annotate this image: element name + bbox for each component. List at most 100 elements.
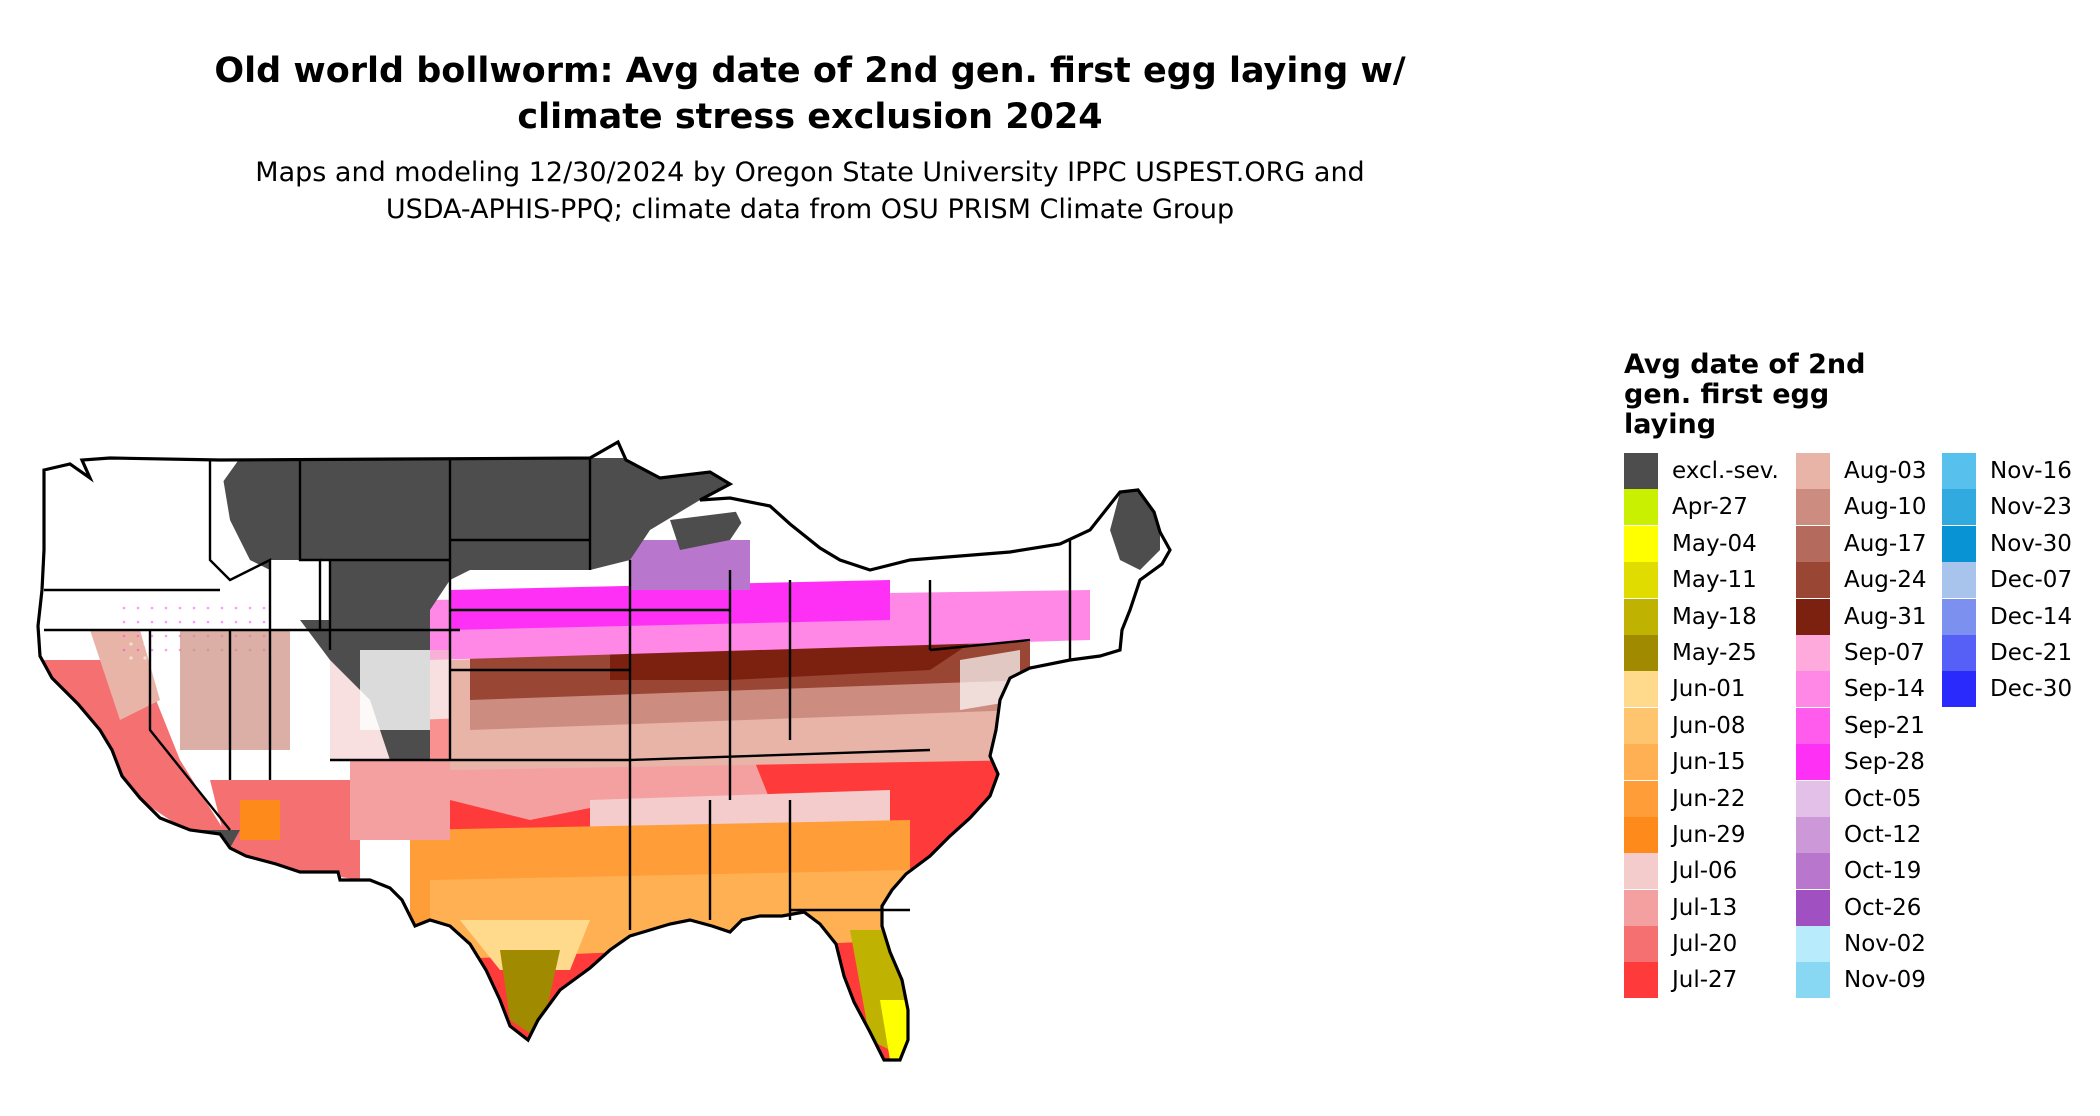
legend-label: Jul-20	[1672, 931, 1738, 958]
us-map	[30, 250, 1590, 1110]
legend-swatch	[1624, 962, 1658, 999]
band-utah-colorado	[180, 630, 290, 750]
legend-label: Aug-31	[1844, 603, 1927, 630]
legend-label: Nov-30	[1990, 530, 2072, 557]
legend-label: Nov-16	[1990, 458, 2072, 484]
map-title-line1: Old world bollworm: Avg date of 2nd gen.…	[214, 51, 1406, 91]
legend-label: Aug-10	[1844, 494, 1927, 521]
us-map-svg	[36, 440, 1172, 1062]
legend-item: Nov-16	[1942, 453, 2100, 489]
legend-swatch	[1796, 598, 1830, 635]
border-ca-nv	[148, 630, 231, 831]
legend-item: Jun-29	[1624, 816, 1814, 853]
legend-swatch	[1624, 780, 1658, 817]
legend-swatch	[1624, 598, 1658, 635]
legend-title-line3: laying	[1624, 409, 1717, 440]
legend-label: Aug-17	[1844, 530, 1927, 557]
white-colorado-mountains	[360, 650, 430, 730]
legend-item: Nov-23	[1942, 489, 2100, 526]
legend-item: Apr-27	[1624, 489, 1814, 526]
legend-swatch	[1624, 816, 1658, 853]
legend-swatch	[1796, 926, 1830, 963]
legend-label: Jun-15	[1672, 749, 1746, 776]
legend-item: Sep-07	[1796, 634, 1986, 671]
legend-item: Jul-13	[1624, 889, 1814, 926]
legend-item: Aug-10	[1796, 489, 1986, 526]
legend-swatch	[1624, 634, 1658, 671]
legend-swatch	[1624, 453, 1658, 489]
legend-swatch	[1942, 598, 1976, 635]
legend-title-line1: Avg date of 2nd	[1624, 349, 1866, 380]
map-title: Old world bollworm: Avg date of 2nd gen.…	[140, 48, 1480, 140]
legend-item: Sep-28	[1796, 744, 1986, 781]
legend-column: excl.-sev. Apr-27 May-04 May-11 May-18 May-25…	[1624, 453, 1814, 999]
legend-swatch	[1942, 562, 1976, 599]
border-tn-south	[629, 748, 931, 762]
legend-item: May-18	[1624, 598, 1814, 635]
legend-label: May-25	[1672, 639, 1757, 666]
legend-label: Nov-23	[1990, 494, 2072, 521]
legend-item: Nov-09	[1796, 962, 1986, 999]
legend-swatch	[1796, 562, 1830, 599]
white-pacific-northwest	[44, 460, 230, 610]
legend-label: Sep-21	[1844, 712, 1925, 739]
band-oct19-wisconsin	[630, 540, 750, 590]
legend-item: Oct-19	[1796, 853, 1986, 890]
legend-label: Oct-05	[1844, 785, 1922, 812]
legend-swatch	[1796, 707, 1830, 744]
border-mt-id	[298, 460, 322, 630]
legend-item: Jun-15	[1624, 744, 1814, 781]
legend-label: Dec-30	[1990, 676, 2073, 703]
legend: Avg date of 2nd gen. first egg laying ex…	[1624, 350, 2094, 1010]
border-pa-md	[929, 638, 1031, 652]
legend-swatch	[1624, 671, 1658, 708]
legend-item: Aug-17	[1796, 525, 1986, 562]
legend-item: Jun-01	[1624, 671, 1814, 708]
band-jul13-new-mexico	[350, 760, 450, 840]
band-jul20-california	[44, 660, 230, 840]
legend-swatch	[1624, 489, 1658, 526]
legend-title-line2: gen. first egg	[1624, 379, 1830, 410]
legend-swatch	[1796, 671, 1830, 708]
legend-swatch	[1942, 634, 1976, 671]
legend-label: May-11	[1672, 567, 1757, 594]
legend-label: May-04	[1672, 530, 1757, 557]
legend-item: Dec-07	[1942, 562, 2100, 599]
legend-swatch	[1796, 525, 1830, 562]
map-subtitle: Maps and modeling 12/30/2024 by Oregon S…	[140, 154, 1480, 228]
legend-swatch	[1624, 744, 1658, 781]
legend-item: Dec-30	[1942, 671, 2100, 708]
band-sep28	[450, 580, 890, 630]
legend-swatch	[1942, 525, 1976, 562]
legend-item: Nov-30	[1942, 525, 2100, 562]
legend-item: Sep-21	[1796, 707, 1986, 744]
legend-swatch	[1796, 453, 1830, 489]
legend-item: Aug-24	[1796, 562, 1986, 599]
legend-label: Nov-02	[1844, 931, 1926, 958]
map-subtitle-line2: USDA-APHIS-PPQ; climate data from OSU PR…	[385, 194, 1235, 225]
map-subtitle-line1: Maps and modeling 12/30/2024 by Oregon S…	[255, 157, 1365, 188]
legend-swatch	[1796, 634, 1830, 671]
legend-item: Jun-08	[1624, 707, 1814, 744]
legend-item: Dec-14	[1942, 598, 2100, 635]
legend-swatch	[1796, 816, 1830, 853]
legend-swatch	[1624, 562, 1658, 599]
legend-label: Oct-26	[1844, 894, 1922, 921]
legend-label: Dec-14	[1990, 603, 2073, 630]
legend-swatch	[1796, 780, 1830, 817]
legend-item: Oct-12	[1796, 816, 1986, 853]
legend-item: Aug-03	[1796, 453, 1986, 489]
legend-swatch	[1624, 707, 1658, 744]
legend-item: excl.-sev.	[1624, 453, 1814, 489]
legend-label: Jul-13	[1672, 894, 1738, 921]
legend-column: Aug-03 Aug-10 Aug-17 Aug-24 Aug-31 Sep-07 Sep-…	[1796, 453, 1986, 999]
legend-swatch	[1942, 453, 1976, 489]
white-idaho-wyoming	[270, 560, 330, 620]
legend-item: Sep-14	[1796, 671, 1986, 708]
legend-label: Aug-03	[1844, 458, 1927, 484]
legend-swatch	[1796, 962, 1830, 999]
legend-swatch	[1942, 671, 1976, 708]
exclusion-north-central	[210, 458, 730, 760]
legend-item: May-25	[1624, 634, 1814, 671]
legend-item: Jul-06	[1624, 853, 1814, 890]
